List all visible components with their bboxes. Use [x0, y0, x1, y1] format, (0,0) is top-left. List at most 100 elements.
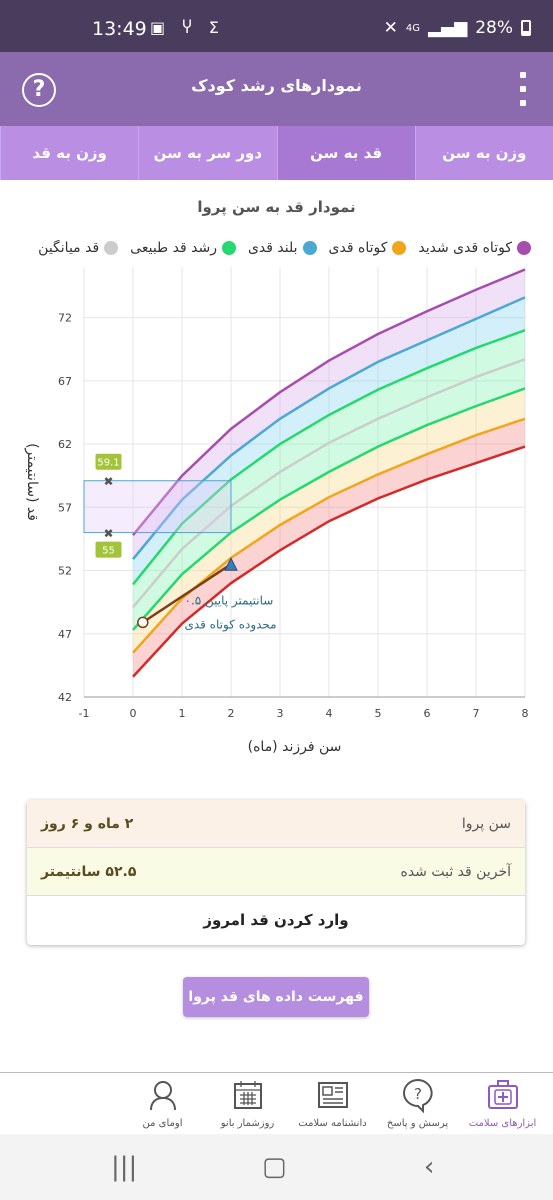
legend-severe-stunting[interactable]: کوتاه قدی شدید — [418, 240, 531, 256]
system-nav-bar: ||| ▢ ‹ — [0, 1134, 553, 1200]
legend-color-dot — [104, 241, 119, 255]
nav-label: ابزارهای سلامت — [468, 1118, 537, 1129]
enter-height-today-button[interactable]: وارد کردن قد امروز — [203, 911, 349, 929]
nav-profile[interactable]: اومای من — [120, 1073, 205, 1134]
more-dot-icon — [520, 100, 526, 106]
y-tick-label: 72 — [58, 312, 72, 325]
last-height-label: آخرین قد ثبت شده — [400, 863, 512, 880]
more-options-button[interactable] — [519, 72, 527, 106]
band-normal-high — [133, 330, 525, 608]
range-highlight-box — [83, 480, 232, 534]
y-tick-label: 57 — [58, 501, 72, 514]
last-height-value: ۵۲.۵ سانتیمتر — [41, 863, 137, 880]
age-value: ۲ ماه و ۶ روز — [41, 815, 134, 832]
annotation-line-1: ۰.۵ سانتیمتر پایین — [184, 594, 273, 609]
nav-health-tools[interactable]: ابزارهای سلامت — [460, 1073, 545, 1134]
x-tick-label: 8 — [522, 707, 529, 720]
home-icon[interactable]: ▢ — [262, 1152, 287, 1182]
legend-label: رشد قد طبیعی — [130, 240, 217, 256]
last-height-row: آخرین قد ثبت شده ۵۲.۵ سانتیمتر — [27, 848, 525, 896]
status-bar: 13:49 ▣ Ⴤ Σ ✕ 4G ▂▄▆ 28% — [0, 0, 553, 52]
y-tick-label: 67 — [58, 375, 72, 388]
nav-questions[interactable]: ? پرسش و پاسخ — [375, 1073, 460, 1134]
app-title: نمودارهای رشد کودک — [191, 76, 362, 95]
tab-height-for-age[interactable]: قد به سن — [276, 126, 415, 180]
band-severe-low — [133, 418, 525, 677]
band-low — [133, 388, 525, 653]
x-tick-label: 6 — [424, 707, 431, 720]
band-very-tall — [133, 269, 525, 560]
nav-label: روزشمار بانو — [220, 1118, 275, 1129]
marker-high-label: 59.1 — [97, 458, 119, 469]
nav-calendar[interactable]: روزشمار بانو — [205, 1073, 290, 1134]
help-button[interactable]: ? — [22, 73, 56, 107]
calendar-icon — [233, 1081, 262, 1109]
legend-label: کوتاه قدی — [328, 240, 388, 256]
age-row: سن پروا ۲ ماه و ۶ روز — [27, 800, 525, 848]
status-right: ✕ 4G ▂▄▆ 28% — [384, 18, 531, 38]
battery-icon — [521, 20, 531, 36]
x-axis-title: سن فرزند (ماه) — [248, 739, 342, 755]
legend-color-dot — [221, 241, 236, 255]
series-line-5 — [132, 296, 526, 560]
y-tick-label: 47 — [58, 628, 72, 641]
legend-stunting[interactable]: کوتاه قدی — [329, 240, 407, 256]
recent-apps-icon[interactable]: ||| — [111, 1152, 138, 1182]
nav-label: پرسش و پاسخ — [386, 1118, 449, 1129]
band-normal-low — [133, 359, 525, 630]
tab-weight-for-age[interactable]: وزن به سن — [414, 126, 553, 180]
legend-normal[interactable]: رشد قد طبیعی — [130, 240, 236, 256]
nav-label: دانشنامه سلامت — [298, 1118, 367, 1129]
notification-icons: ▣ Ⴤ Σ — [150, 18, 225, 37]
bottom-nav: ابزارهای سلامت ? پرسش و پاسخ دانشنامه سل… — [0, 1072, 553, 1134]
height-data-list-button[interactable]: فهرست داده های قد پروا — [183, 977, 369, 1017]
legend-label: کوتاه قدی شدید — [418, 240, 512, 256]
y-tick-label: 42 — [58, 691, 72, 704]
band-tall — [133, 297, 525, 585]
signal-icon: ▂▄▆ — [427, 18, 468, 38]
more-dot-icon — [520, 72, 526, 78]
network-type: 4G — [405, 22, 420, 34]
app-bar: ? نمودارهای رشد کودک — [0, 52, 553, 126]
nav-encyclopedia[interactable]: دانشنامه سلامت — [290, 1073, 375, 1134]
help-icon: ? — [32, 77, 46, 102]
legend-label: بلند قدی — [247, 240, 298, 256]
y-tick-label: 62 — [58, 438, 72, 451]
x-tick-label: 2 — [228, 707, 235, 720]
x-tick-label: 4 — [326, 707, 333, 720]
series-line-4 — [132, 329, 526, 586]
child-point-latest — [224, 557, 238, 571]
marker-low-x: ✖ — [103, 527, 113, 541]
nav-label: اومای من — [142, 1118, 183, 1129]
more-dot-icon — [520, 86, 526, 92]
back-icon[interactable]: ‹ — [424, 1152, 435, 1182]
legend-color-dot — [392, 241, 407, 255]
info-card: سن پروا ۲ ماه و ۶ روز آخرین قد ثبت شده ۵… — [27, 800, 525, 945]
legend-color-dot — [302, 241, 317, 255]
tab-weight-for-height[interactable]: وزن به قد — [0, 126, 138, 180]
y-tick-label: 52 — [58, 565, 72, 578]
legend-label: قد میانگین — [38, 240, 100, 256]
child-growth-line — [142, 563, 232, 624]
tab-head-circumference[interactable]: دور سر به سن — [138, 126, 276, 180]
newspaper-icon — [317, 1082, 348, 1108]
x-tick-label: 1 — [179, 707, 186, 720]
legend-average[interactable]: قد میانگین — [38, 240, 119, 256]
age-label: سن پروا — [461, 815, 511, 832]
chart-legend: کوتاه قدی شدید کوتاه قدی بلند قدی رشد قد… — [11, 240, 531, 264]
legend-color-dot — [517, 241, 531, 255]
x-tick-label: 3 — [277, 707, 284, 720]
x-tick-label: 5 — [375, 707, 382, 720]
x-tick-label: 7 — [473, 707, 480, 720]
series-line-6 — [132, 268, 526, 536]
svg-text:?: ? — [414, 1085, 422, 1103]
legend-tall[interactable]: بلند قدی — [248, 240, 317, 256]
series-line-0 — [132, 445, 526, 678]
battery-percent: 28% — [475, 18, 513, 38]
mute-icon: ✕ — [383, 18, 398, 38]
series-line-3 — [132, 358, 526, 609]
marker-low-badge — [95, 541, 122, 558]
x-tick-label: -1 — [79, 707, 90, 720]
marker-low-label: 55 — [102, 546, 115, 557]
